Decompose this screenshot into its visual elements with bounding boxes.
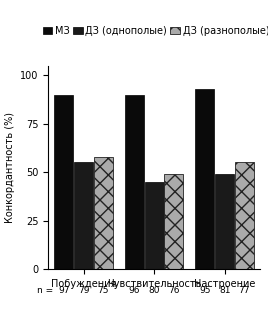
Bar <box>144 182 164 269</box>
Text: 75: 75 <box>98 286 109 296</box>
Bar <box>94 157 113 269</box>
Y-axis label: Конкордантность (%): Конкордантность (%) <box>5 112 14 223</box>
Text: 77: 77 <box>239 286 250 296</box>
Bar <box>125 95 144 269</box>
Bar <box>195 89 214 269</box>
Bar <box>215 174 234 269</box>
Text: 81: 81 <box>219 286 230 296</box>
Text: n =: n = <box>37 286 53 296</box>
Text: 97: 97 <box>58 286 69 296</box>
Text: 79: 79 <box>78 286 89 296</box>
Text: 76: 76 <box>168 286 180 296</box>
Text: 96: 96 <box>129 286 140 296</box>
Bar <box>54 95 73 269</box>
Bar <box>235 162 254 269</box>
Legend: МЗ, ДЗ (однополые), ДЗ (разнополые): МЗ, ДЗ (однополые), ДЗ (разнополые) <box>43 26 268 36</box>
Bar <box>164 174 183 269</box>
Bar <box>74 162 93 269</box>
Text: 80: 80 <box>148 286 160 296</box>
Text: 95: 95 <box>199 286 211 296</box>
